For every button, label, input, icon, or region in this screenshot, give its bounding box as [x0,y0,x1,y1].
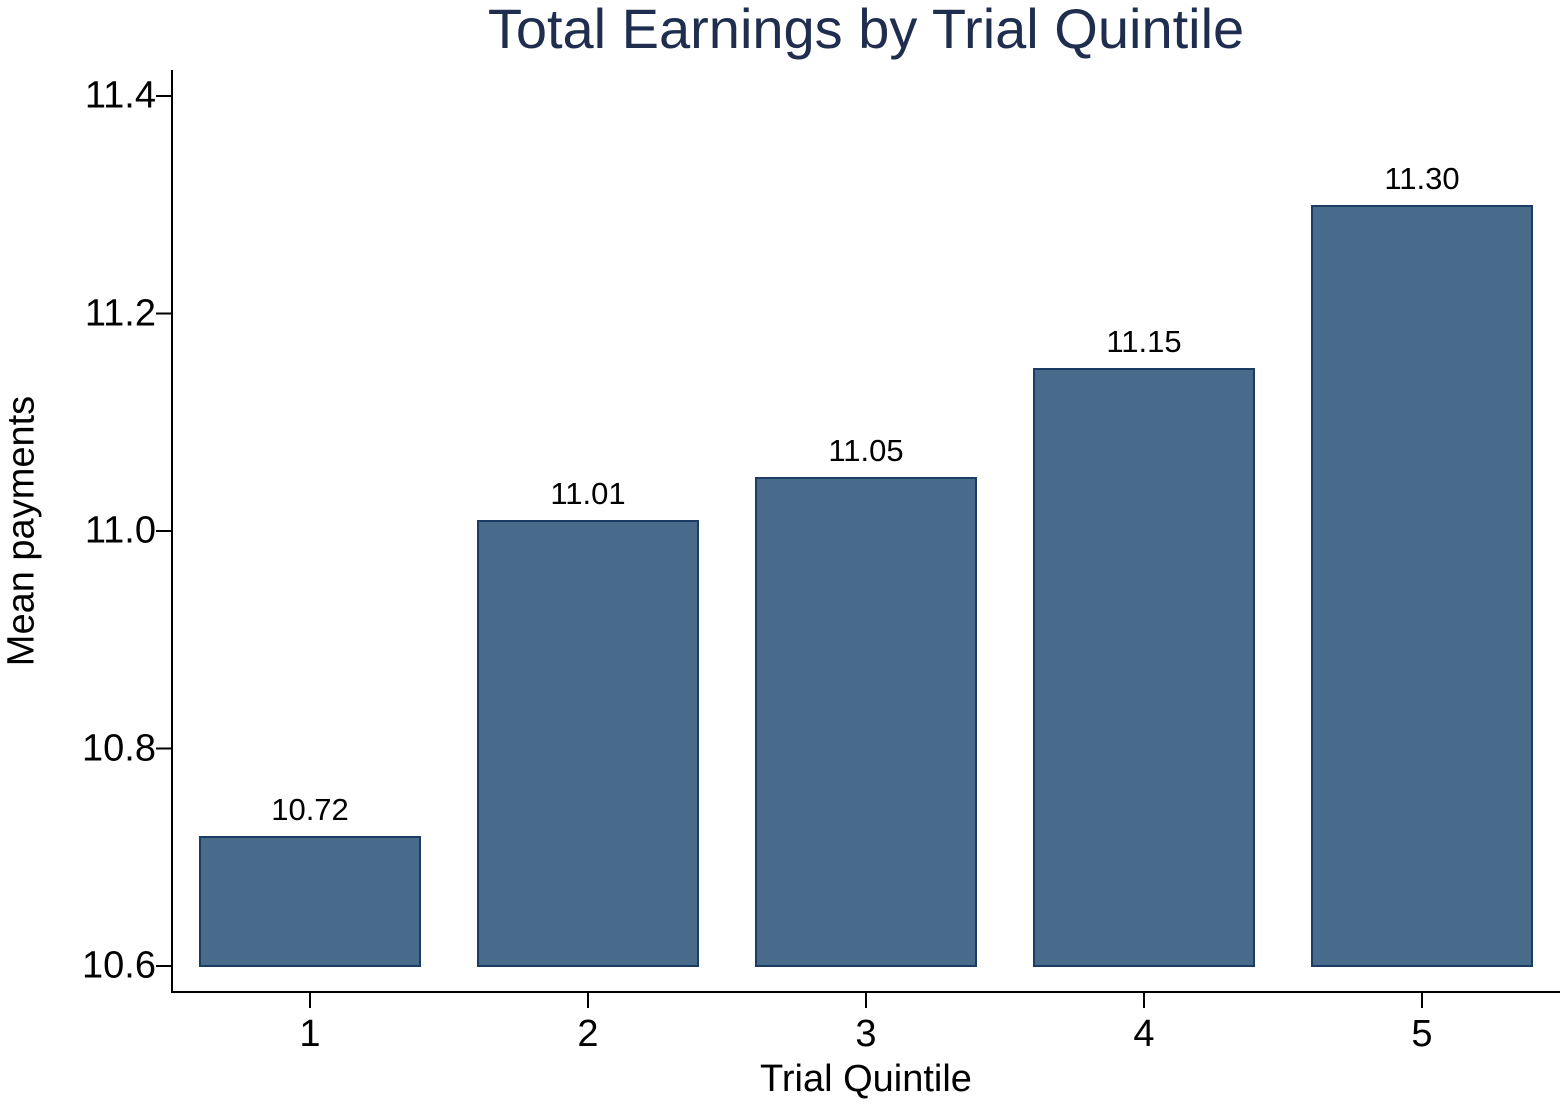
x-tick-label: 2 [577,1013,599,1055]
bar-value-label: 11.30 [1384,160,1460,196]
bar-value-label: 11.05 [828,432,904,468]
x-tick-label: 3 [855,1013,877,1055]
y-ticks [156,95,172,967]
bar-value-label: 11.01 [550,476,626,512]
y-tick-label: 11.4 [84,74,156,117]
bar [755,476,977,967]
bar-value-label: 10.72 [271,791,349,827]
y-tick-label: 11.0 [84,509,156,552]
x-tick-label: 4 [1133,1013,1155,1055]
x-tick-label: 1 [299,1013,321,1055]
bar [199,835,421,967]
bar [1311,204,1533,967]
bar [1033,367,1255,967]
bar [477,520,699,967]
chart-title: Total Earnings by Trial Quintile [487,0,1245,60]
x-tick-label: 5 [1411,1013,1433,1055]
y-tick-label: 11.2 [84,292,156,334]
y-tick-label: 10.6 [82,944,156,987]
bar-value-label: 11.15 [1106,323,1182,359]
y-tick-label: 10.8 [82,727,156,769]
x-ticks [309,992,1423,1008]
x-axis-label: Trial Quintile [760,1058,972,1100]
